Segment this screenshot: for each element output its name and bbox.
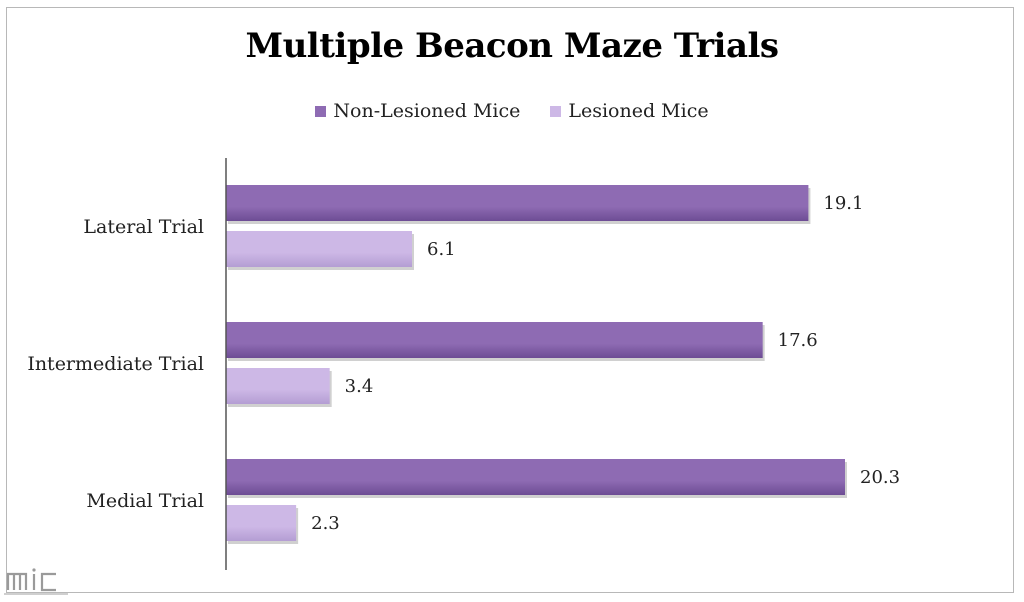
watermark-logo xyxy=(4,568,68,595)
chart-title: Multiple Beacon Maze Trials xyxy=(245,26,779,66)
legend-item-non-lesioned: Non-Lesioned Mice xyxy=(315,100,520,122)
data-label: 20.3 xyxy=(860,467,900,488)
category-label: Medial Trial xyxy=(86,490,204,512)
bar-non-lesioned-1 xyxy=(226,322,763,358)
data-label: 2.3 xyxy=(311,513,340,534)
legend: Non-Lesioned Mice Lesioned Mice xyxy=(0,100,1024,122)
data-label: 17.6 xyxy=(778,330,818,351)
data-label: 6.1 xyxy=(427,239,456,260)
category-label: Lateral Trial xyxy=(83,216,204,238)
category-label: Intermediate Trial xyxy=(27,353,204,375)
legend-label-lesioned: Lesioned Mice xyxy=(568,100,709,122)
legend-swatch-non-lesioned xyxy=(315,105,327,117)
legend-item-lesioned: Lesioned Mice xyxy=(550,100,709,122)
bar-lesioned-2 xyxy=(226,505,297,541)
bar-non-lesioned-2 xyxy=(226,459,845,495)
legend-label-non-lesioned: Non-Lesioned Mice xyxy=(333,100,521,122)
bar-lesioned-1 xyxy=(226,368,330,404)
bar-lesioned-0 xyxy=(226,231,413,267)
data-label: 19.1 xyxy=(823,193,863,214)
legend-swatch-lesioned xyxy=(550,105,562,117)
data-label: 3.4 xyxy=(345,376,374,397)
bar-non-lesioned-0 xyxy=(226,185,809,221)
